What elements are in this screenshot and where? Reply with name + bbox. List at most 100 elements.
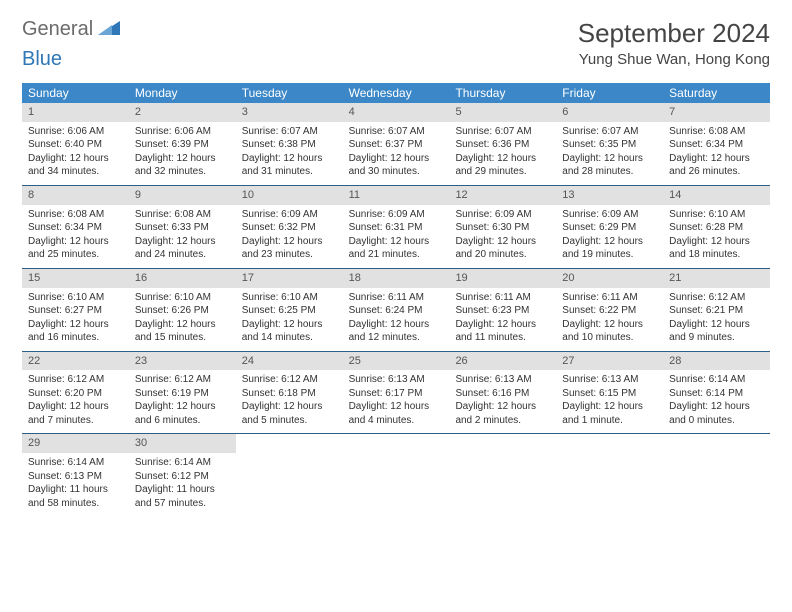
sunrise-line: Sunrise: 6:12 AM	[242, 373, 337, 387]
week-row: 1Sunrise: 6:06 AMSunset: 6:40 PMDaylight…	[22, 103, 770, 186]
daylight-line: Daylight: 11 hours and 58 minutes.	[28, 483, 123, 510]
daylight-line: Daylight: 12 hours and 1 minute.	[562, 400, 657, 427]
daylight-line: Daylight: 12 hours and 10 minutes.	[562, 318, 657, 345]
day-number: 5	[449, 103, 556, 122]
sunset-line: Sunset: 6:12 PM	[135, 470, 230, 484]
sunrise-line: Sunrise: 6:14 AM	[28, 456, 123, 470]
sunset-line: Sunset: 6:38 PM	[242, 138, 337, 152]
day-number: 23	[129, 352, 236, 371]
weeks-container: 1Sunrise: 6:06 AMSunset: 6:40 PMDaylight…	[22, 103, 770, 516]
day-cell: 13Sunrise: 6:09 AMSunset: 6:29 PMDayligh…	[556, 186, 663, 268]
sunset-line: Sunset: 6:37 PM	[349, 138, 444, 152]
daylight-line: Daylight: 12 hours and 23 minutes.	[242, 235, 337, 262]
daylight-line: Daylight: 12 hours and 25 minutes.	[28, 235, 123, 262]
daylight-line: Daylight: 12 hours and 31 minutes.	[242, 152, 337, 179]
daylight-line: Daylight: 12 hours and 20 minutes.	[455, 235, 550, 262]
sunset-line: Sunset: 6:21 PM	[669, 304, 764, 318]
day-cell: 7Sunrise: 6:08 AMSunset: 6:34 PMDaylight…	[663, 103, 770, 185]
sunrise-line: Sunrise: 6:07 AM	[242, 125, 337, 139]
day-cell	[663, 434, 770, 516]
sunset-line: Sunset: 6:15 PM	[562, 387, 657, 401]
day-body: Sunrise: 6:07 AMSunset: 6:35 PMDaylight:…	[556, 122, 663, 185]
daylight-line: Daylight: 12 hours and 6 minutes.	[135, 400, 230, 427]
day-cell: 15Sunrise: 6:10 AMSunset: 6:27 PMDayligh…	[22, 269, 129, 351]
day-cell: 19Sunrise: 6:11 AMSunset: 6:23 PMDayligh…	[449, 269, 556, 351]
sunrise-line: Sunrise: 6:10 AM	[669, 208, 764, 222]
sunrise-line: Sunrise: 6:08 AM	[669, 125, 764, 139]
day-number: 1	[22, 103, 129, 122]
sunset-line: Sunset: 6:26 PM	[135, 304, 230, 318]
sunrise-line: Sunrise: 6:07 AM	[349, 125, 444, 139]
day-body: Sunrise: 6:13 AMSunset: 6:16 PMDaylight:…	[449, 370, 556, 433]
daylight-line: Daylight: 12 hours and 28 minutes.	[562, 152, 657, 179]
day-body: Sunrise: 6:10 AMSunset: 6:28 PMDaylight:…	[663, 205, 770, 268]
sunset-line: Sunset: 6:34 PM	[28, 221, 123, 235]
day-number: 20	[556, 269, 663, 288]
sunrise-line: Sunrise: 6:12 AM	[669, 291, 764, 305]
daylight-line: Daylight: 12 hours and 21 minutes.	[349, 235, 444, 262]
sunset-line: Sunset: 6:25 PM	[242, 304, 337, 318]
dow-header: Wednesday	[343, 83, 450, 103]
day-number: 12	[449, 186, 556, 205]
day-cell: 4Sunrise: 6:07 AMSunset: 6:37 PMDaylight…	[343, 103, 450, 185]
week-row: 15Sunrise: 6:10 AMSunset: 6:27 PMDayligh…	[22, 269, 770, 352]
day-cell: 21Sunrise: 6:12 AMSunset: 6:21 PMDayligh…	[663, 269, 770, 351]
sunrise-line: Sunrise: 6:12 AM	[28, 373, 123, 387]
day-number: 29	[22, 434, 129, 453]
logo: General	[22, 18, 122, 41]
dow-header: Sunday	[22, 83, 129, 103]
sunset-line: Sunset: 6:17 PM	[349, 387, 444, 401]
sunset-line: Sunset: 6:35 PM	[562, 138, 657, 152]
day-number: 3	[236, 103, 343, 122]
day-number: 27	[556, 352, 663, 371]
sunrise-line: Sunrise: 6:11 AM	[455, 291, 550, 305]
sunset-line: Sunset: 6:18 PM	[242, 387, 337, 401]
day-body: Sunrise: 6:14 AMSunset: 6:13 PMDaylight:…	[22, 453, 129, 516]
day-body: Sunrise: 6:12 AMSunset: 6:20 PMDaylight:…	[22, 370, 129, 433]
day-number: 9	[129, 186, 236, 205]
sunrise-line: Sunrise: 6:07 AM	[562, 125, 657, 139]
sunset-line: Sunset: 6:29 PM	[562, 221, 657, 235]
day-number: 21	[663, 269, 770, 288]
sunset-line: Sunset: 6:20 PM	[28, 387, 123, 401]
day-body: Sunrise: 6:06 AMSunset: 6:40 PMDaylight:…	[22, 122, 129, 185]
day-number: 15	[22, 269, 129, 288]
daylight-line: Daylight: 12 hours and 29 minutes.	[455, 152, 550, 179]
day-number: 18	[343, 269, 450, 288]
day-body: Sunrise: 6:11 AMSunset: 6:22 PMDaylight:…	[556, 288, 663, 351]
day-number: 6	[556, 103, 663, 122]
daylight-line: Daylight: 12 hours and 30 minutes.	[349, 152, 444, 179]
day-body: Sunrise: 6:12 AMSunset: 6:19 PMDaylight:…	[129, 370, 236, 433]
week-row: 29Sunrise: 6:14 AMSunset: 6:13 PMDayligh…	[22, 434, 770, 516]
location: Yung Shue Wan, Hong Kong	[578, 51, 770, 68]
day-cell: 25Sunrise: 6:13 AMSunset: 6:17 PMDayligh…	[343, 352, 450, 434]
day-cell: 22Sunrise: 6:12 AMSunset: 6:20 PMDayligh…	[22, 352, 129, 434]
daylight-line: Daylight: 12 hours and 2 minutes.	[455, 400, 550, 427]
day-number: 26	[449, 352, 556, 371]
day-cell: 23Sunrise: 6:12 AMSunset: 6:19 PMDayligh…	[129, 352, 236, 434]
day-cell: 10Sunrise: 6:09 AMSunset: 6:32 PMDayligh…	[236, 186, 343, 268]
dow-header: Thursday	[449, 83, 556, 103]
sunrise-line: Sunrise: 6:10 AM	[242, 291, 337, 305]
sunrise-line: Sunrise: 6:10 AM	[135, 291, 230, 305]
day-number: 28	[663, 352, 770, 371]
sunset-line: Sunset: 6:23 PM	[455, 304, 550, 318]
sunrise-line: Sunrise: 6:11 AM	[562, 291, 657, 305]
sunrise-line: Sunrise: 6:13 AM	[349, 373, 444, 387]
day-number: 25	[343, 352, 450, 371]
day-number: 17	[236, 269, 343, 288]
day-cell	[449, 434, 556, 516]
day-number: 14	[663, 186, 770, 205]
sunrise-line: Sunrise: 6:14 AM	[669, 373, 764, 387]
sunset-line: Sunset: 6:33 PM	[135, 221, 230, 235]
daylight-line: Daylight: 12 hours and 11 minutes.	[455, 318, 550, 345]
sunset-line: Sunset: 6:19 PM	[135, 387, 230, 401]
sunset-line: Sunset: 6:36 PM	[455, 138, 550, 152]
day-number: 2	[129, 103, 236, 122]
day-cell: 26Sunrise: 6:13 AMSunset: 6:16 PMDayligh…	[449, 352, 556, 434]
day-cell: 5Sunrise: 6:07 AMSunset: 6:36 PMDaylight…	[449, 103, 556, 185]
daylight-line: Daylight: 12 hours and 34 minutes.	[28, 152, 123, 179]
day-number: 8	[22, 186, 129, 205]
day-number: 10	[236, 186, 343, 205]
day-cell: 2Sunrise: 6:06 AMSunset: 6:39 PMDaylight…	[129, 103, 236, 185]
